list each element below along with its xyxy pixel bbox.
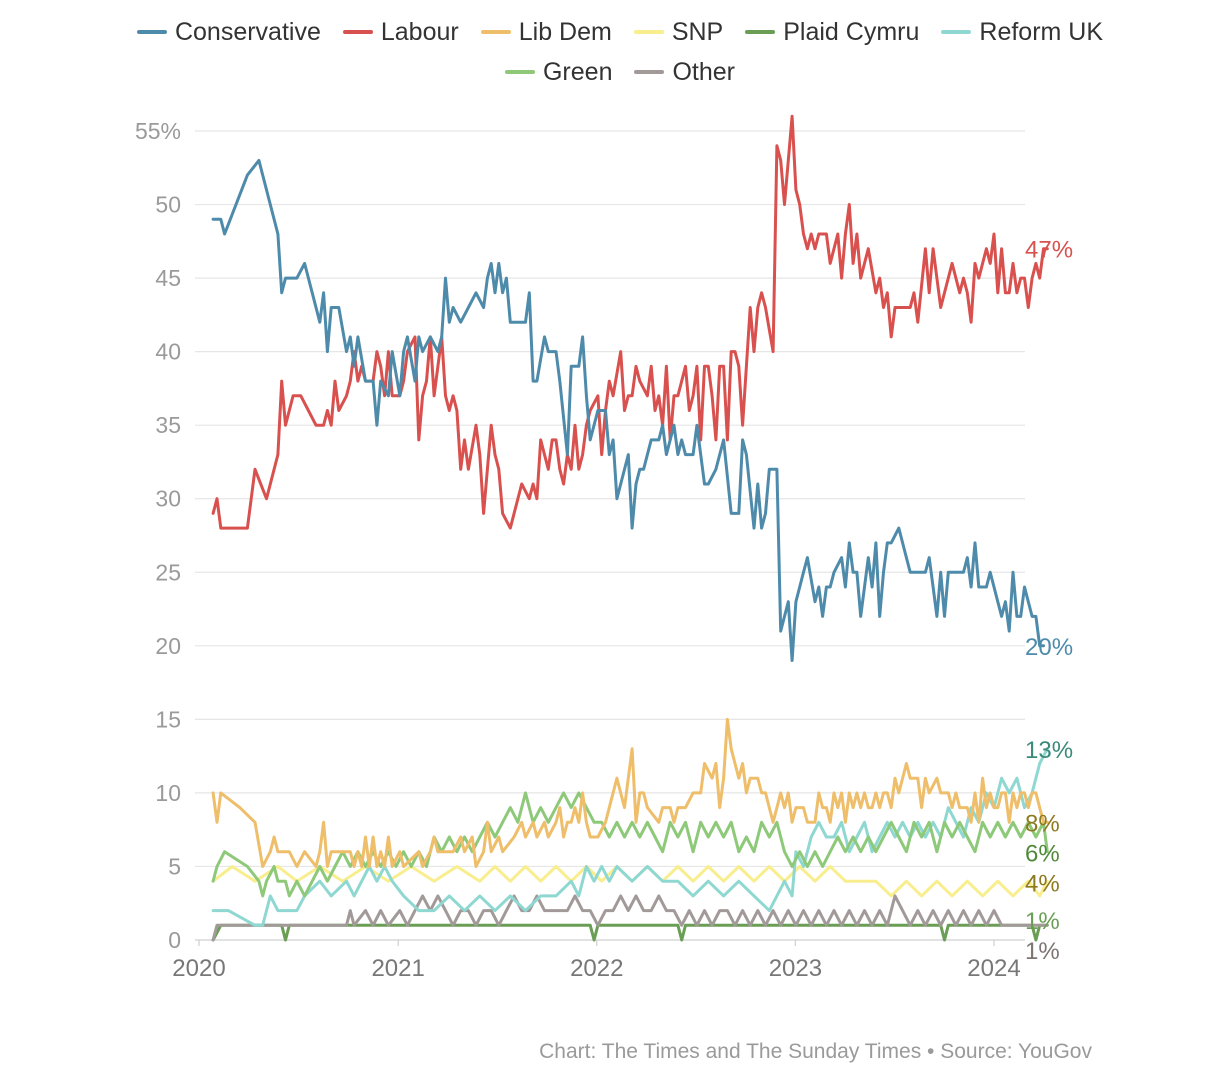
y-tick-label-5: 5	[168, 853, 181, 879]
legend-label: Plaid Cymru	[783, 18, 920, 46]
legend-item-conservative: Conservative	[136, 16, 321, 48]
series-lines	[211, 114, 1049, 942]
y-tick-label-40: 40	[155, 339, 181, 365]
legend-swatch	[745, 30, 776, 34]
legend-item-reform-uk: Reform UK	[941, 16, 1103, 48]
legend-label: Conservative	[174, 18, 321, 46]
legend-item-other: Other	[634, 56, 735, 88]
y-tick-label-35: 35	[155, 412, 181, 438]
x-tick-label-2022: 2022	[570, 955, 623, 982]
x-tick-label-2023: 2023	[769, 955, 822, 982]
end-label-plaid-cymru: 1%	[1025, 908, 1060, 935]
x-tick-label-2021: 2021	[371, 955, 424, 982]
y-tick-label-55: 55%	[135, 118, 181, 144]
legend-label: Other	[672, 58, 735, 86]
end-label-labour: 47%	[1025, 237, 1073, 264]
legend-swatch	[342, 30, 373, 34]
series-line-snp	[211, 865, 1049, 898]
series-line-plaid-cymru	[211, 923, 1049, 942]
legend-label: Reform UK	[979, 18, 1104, 46]
x-axis-ticks: 2020 2021 2022 2023 2024	[172, 940, 1021, 982]
legend-label: Labour	[380, 18, 459, 46]
y-tick-label-0: 0	[168, 927, 181, 953]
legend-item-snp: SNP	[633, 16, 724, 48]
legend-item-labour: Labour	[342, 16, 459, 48]
legend-item-green: Green	[504, 56, 613, 88]
y-tick-label-15: 15	[155, 706, 181, 732]
end-label-conservative: 20%	[1025, 634, 1073, 661]
end-label-reform-uk: 13%	[1025, 737, 1073, 764]
y-tick-label-20: 20	[155, 633, 181, 659]
legend: Conservative Labour Lib Dem SNP Plaid Cymru R…	[80, 16, 1160, 88]
legend-label: Lib Dem	[518, 18, 612, 46]
x-tick-label-2020: 2020	[172, 955, 225, 982]
legend-item-lib-dem: Lib Dem	[480, 16, 612, 48]
series-line-lib-dem	[211, 717, 1049, 868]
end-label-other: 1%	[1025, 938, 1060, 965]
end-label-snp: 4%	[1025, 870, 1060, 897]
y-tick-label-25: 25	[155, 559, 181, 585]
legend-swatch	[504, 70, 535, 74]
legend-label: Green	[542, 58, 613, 86]
x-tick-label-2024: 2024	[967, 955, 1020, 982]
legend-swatch	[634, 70, 665, 74]
legend-swatch	[480, 30, 511, 34]
legend-swatch	[136, 30, 167, 34]
end-labels: 47% 20% 13% 8% 6% 4% 1% 1%	[1025, 237, 1073, 965]
legend-swatch	[633, 30, 664, 34]
chart-source: Chart: The Times and The Sunday Times • …	[539, 1040, 1092, 1063]
legend-item-plaid-cymru: Plaid Cymru	[745, 16, 919, 48]
legend-swatch	[941, 30, 972, 34]
y-tick-label-50: 50	[155, 192, 181, 218]
series-line-other	[211, 894, 1049, 942]
y-tick-label-30: 30	[155, 486, 181, 512]
end-label-lib-dem: 8%	[1025, 810, 1060, 837]
y-tick-label-10: 10	[155, 780, 181, 806]
end-label-green: 6%	[1025, 840, 1060, 867]
y-tick-label-45: 45	[155, 265, 181, 291]
series-line-conservative	[211, 158, 1045, 662]
legend-label: SNP	[671, 18, 724, 46]
